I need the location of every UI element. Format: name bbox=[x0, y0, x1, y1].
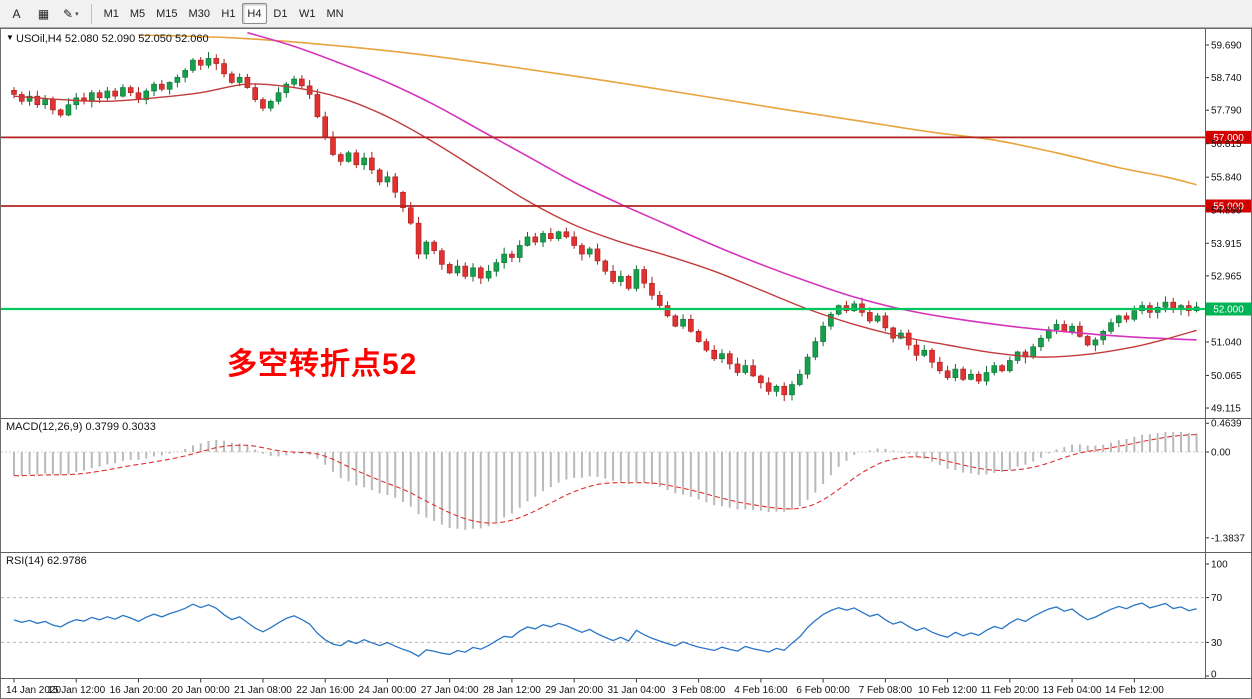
svg-text:31 Jan 04:00: 31 Jan 04:00 bbox=[607, 685, 665, 696]
svg-text:30: 30 bbox=[1211, 638, 1223, 649]
svg-text:53.915: 53.915 bbox=[1211, 239, 1242, 250]
svg-text:57.790: 57.790 bbox=[1211, 106, 1242, 117]
svg-text:27 Jan 04:00: 27 Jan 04:00 bbox=[421, 685, 479, 696]
ma-mid-line bbox=[247, 31, 1197, 341]
text-tool-icon: A bbox=[12, 6, 21, 21]
svg-text:59.690: 59.690 bbox=[1211, 41, 1242, 52]
annotation-text[interactable]: 多空转折点52 bbox=[227, 348, 418, 381]
tf-button-m1[interactable]: M1 bbox=[99, 3, 124, 24]
svg-text:51.040: 51.040 bbox=[1211, 337, 1242, 348]
svg-text:7 Feb 08:00: 7 Feb 08:00 bbox=[859, 685, 913, 696]
svg-text:22 Jan 16:00: 22 Jan 16:00 bbox=[296, 685, 354, 696]
svg-text:14 Feb 12:00: 14 Feb 12:00 bbox=[1105, 685, 1164, 696]
svg-text:29 Jan 20:00: 29 Jan 20:00 bbox=[545, 685, 603, 696]
hline-57.000[interactable]: 57.000 bbox=[1, 130, 1251, 144]
rsi-panel bbox=[1, 597, 1204, 658]
draw-tool-button[interactable]: ✎ ▾ bbox=[58, 3, 84, 24]
svg-text:52.000: 52.000 bbox=[1213, 304, 1244, 315]
svg-text:16 Jan 20:00: 16 Jan 20:00 bbox=[110, 685, 168, 696]
chart-menu-triangle-icon[interactable]: ▼ bbox=[6, 33, 14, 42]
svg-text:0.00: 0.00 bbox=[1211, 448, 1231, 459]
draw-tool-icon: ✎ bbox=[63, 6, 74, 21]
svg-text:20 Jan 00:00: 20 Jan 00:00 bbox=[172, 685, 230, 696]
tf-button-w1[interactable]: W1 bbox=[294, 3, 321, 24]
grid-tool-icon: ▦ bbox=[37, 6, 50, 21]
svg-text:15 Jan 12:00: 15 Jan 12:00 bbox=[47, 685, 105, 696]
svg-text:55.000: 55.000 bbox=[1213, 202, 1244, 213]
macd-indicator-label: MACD(12,26,9) 0.3799 0.3033 bbox=[6, 421, 156, 433]
toolbar-separator bbox=[90, 3, 92, 24]
chevron-down-icon: ▾ bbox=[75, 10, 79, 18]
trading-chart-svg[interactable]: 57.000 55.000 52.000 59.690 58.740 57.790 56.8… bbox=[0, 28, 1252, 699]
ma-fast-line bbox=[13, 83, 1197, 358]
svg-text:58.740: 58.740 bbox=[1211, 73, 1242, 84]
chart-title: USOil,H4 52.080 52.090 52.050 52.060 bbox=[16, 33, 209, 45]
chart-canvas[interactable]: 57.000 55.000 52.000 59.690 58.740 57.790 56.8… bbox=[0, 28, 1252, 699]
hline-55.000[interactable]: 55.000 bbox=[1, 199, 1251, 213]
text-tool-button[interactable]: A bbox=[4, 3, 29, 24]
svg-text:28 Jan 12:00: 28 Jan 12:00 bbox=[483, 685, 541, 696]
svg-text:6 Feb 00:00: 6 Feb 00:00 bbox=[796, 685, 850, 696]
svg-text:-1.3837: -1.3837 bbox=[1211, 533, 1245, 544]
svg-text:100: 100 bbox=[1211, 560, 1228, 571]
tf-button-h1[interactable]: H1 bbox=[216, 3, 241, 24]
svg-text:11 Feb 20:00: 11 Feb 20:00 bbox=[981, 685, 1040, 696]
toolbar-tools-group: A ▦ ✎ ▾ bbox=[4, 3, 84, 24]
svg-text:57.000: 57.000 bbox=[1213, 133, 1244, 144]
tf-button-m15[interactable]: M15 bbox=[151, 3, 182, 24]
svg-text:10 Feb 12:00: 10 Feb 12:00 bbox=[918, 685, 977, 696]
rsi-indicator-label: RSI(14) 62.9786 bbox=[6, 555, 87, 567]
macd-panel bbox=[1, 431, 1204, 530]
svg-text:21 Jan 08:00: 21 Jan 08:00 bbox=[234, 685, 292, 696]
tf-button-m30[interactable]: M30 bbox=[184, 3, 215, 24]
svg-text:3 Feb 08:00: 3 Feb 08:00 bbox=[672, 685, 726, 696]
svg-text:56.815: 56.815 bbox=[1211, 139, 1242, 150]
candles-layer bbox=[11, 52, 1200, 402]
svg-text:4 Feb 16:00: 4 Feb 16:00 bbox=[734, 685, 788, 696]
svg-text:49.115: 49.115 bbox=[1211, 404, 1241, 415]
svg-text:54.890: 54.890 bbox=[1211, 205, 1242, 216]
svg-text:50.065: 50.065 bbox=[1211, 371, 1242, 382]
svg-text:52.965: 52.965 bbox=[1211, 271, 1242, 282]
tf-button-h4[interactable]: H4 bbox=[241, 3, 267, 24]
price-axis: 59.690 58.740 57.790 56.815 55.840 54.890 53.9… bbox=[1205, 41, 1245, 681]
grid-tool-button[interactable]: ▦ bbox=[31, 3, 56, 24]
svg-text:14 Jan 2020: 14 Jan 2020 bbox=[6, 685, 61, 696]
toolbar: A ▦ ✎ ▾ M1 M5 M15 M30 H1 H4 D1 W1 MN bbox=[0, 0, 1252, 28]
toolbar-timeframes-group: M1 M5 M15 M30 H1 H4 D1 W1 MN bbox=[99, 3, 349, 24]
svg-text:13 Feb 04:00: 13 Feb 04:00 bbox=[1043, 685, 1102, 696]
hline-52.000[interactable]: 52.000 bbox=[1, 302, 1251, 316]
tf-button-mn[interactable]: MN bbox=[321, 3, 348, 24]
svg-text:0: 0 bbox=[1211, 670, 1217, 681]
svg-text:0.4639: 0.4639 bbox=[1211, 419, 1242, 430]
svg-text:70: 70 bbox=[1211, 593, 1223, 604]
svg-text:55.840: 55.840 bbox=[1211, 173, 1242, 184]
ma-slow-line bbox=[138, 34, 1197, 186]
tf-button-m5[interactable]: M5 bbox=[125, 3, 150, 24]
svg-text:24 Jan 00:00: 24 Jan 00:00 bbox=[359, 685, 417, 696]
tf-button-d1[interactable]: D1 bbox=[268, 3, 293, 24]
